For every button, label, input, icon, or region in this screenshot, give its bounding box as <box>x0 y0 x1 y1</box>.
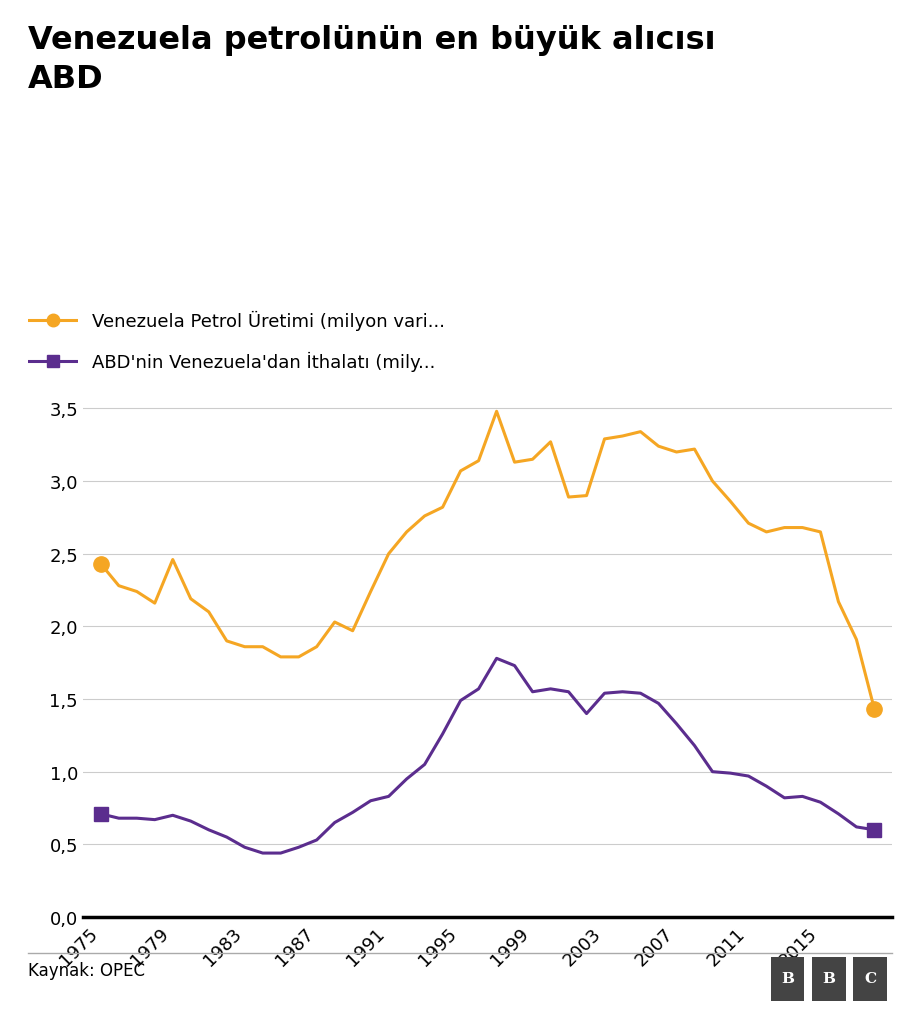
Text: C: C <box>863 971 875 985</box>
FancyBboxPatch shape <box>811 957 845 1002</box>
Text: Venezuela Petrol Üretimi (milyon vari...: Venezuela Petrol Üretimi (milyon vari... <box>92 311 445 331</box>
Text: Venezuela petrolünün en büyük alıcısı
ABD: Venezuela petrolünün en büyük alıcısı AB… <box>28 25 714 95</box>
FancyBboxPatch shape <box>770 957 803 1002</box>
Text: Kaynak: OPEC: Kaynak: OPEC <box>28 961 144 979</box>
Text: B: B <box>780 971 793 985</box>
Text: ABD'nin Venezuela'dan İthalatı (mily...: ABD'nin Venezuela'dan İthalatı (mily... <box>92 352 435 372</box>
Text: B: B <box>822 971 834 985</box>
FancyBboxPatch shape <box>852 957 886 1002</box>
